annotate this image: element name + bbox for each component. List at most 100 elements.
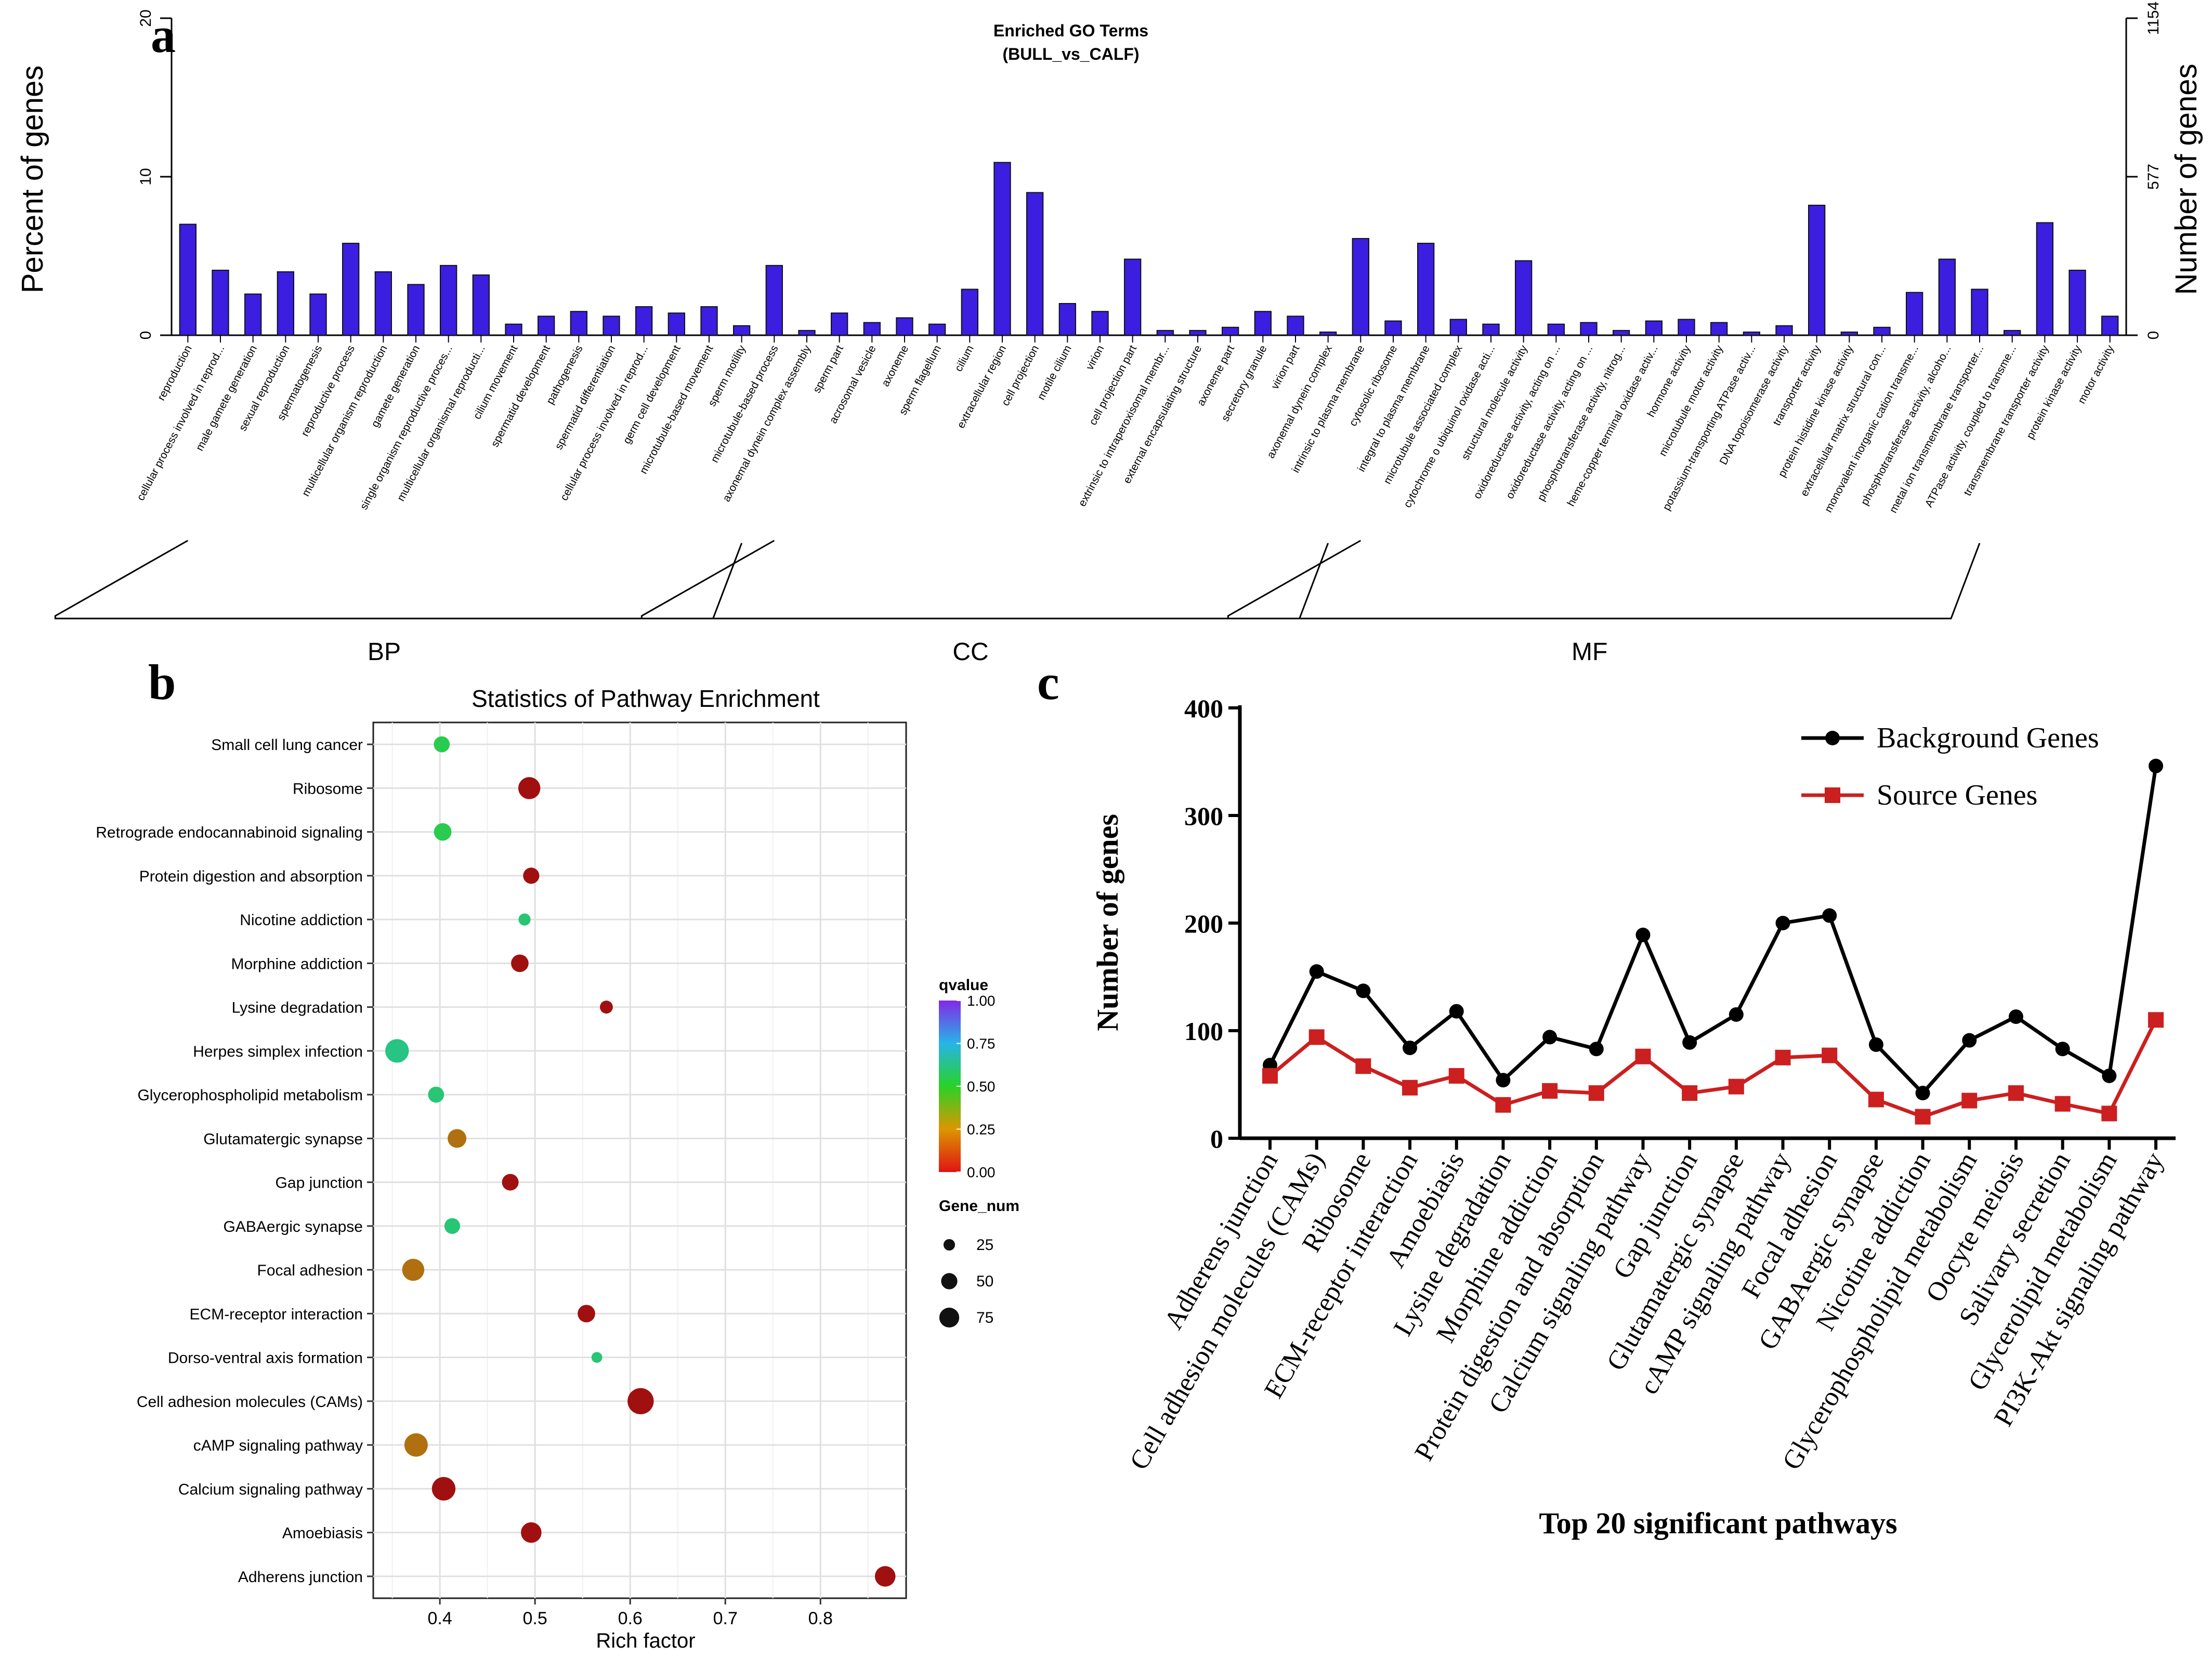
bubble-pathway-label: Morphine addiction bbox=[231, 955, 363, 972]
line-point-source bbox=[1728, 1078, 1744, 1095]
bubble-pathway-label: Small cell lung cancer bbox=[211, 736, 363, 754]
go-bar bbox=[1840, 331, 1858, 336]
line-point-source bbox=[1682, 1085, 1698, 1101]
bubble-pathway-label: Amoebiasis bbox=[282, 1525, 363, 1542]
line-point-background bbox=[1635, 927, 1651, 942]
bubble-point bbox=[518, 913, 531, 926]
line-point-background bbox=[1915, 1086, 1930, 1101]
line-point-background bbox=[1962, 1033, 1977, 1048]
go-chart-subtitle: (BULL_vs_CALF) bbox=[1002, 45, 1139, 63]
go-left-tick-label: 20 bbox=[137, 9, 154, 27]
go-bar bbox=[1254, 311, 1272, 336]
bubble-pathway-label: Protein digestion and absorption bbox=[139, 868, 363, 885]
line-point-background bbox=[2149, 758, 2163, 773]
go-right-y-label: Number of genes bbox=[2169, 64, 2203, 295]
panel-b-pathway-bubble-chart: Statistics of Pathway Enrichment Rich fa… bbox=[96, 685, 1019, 1652]
go-group-bracket bbox=[1227, 539, 1981, 620]
line-point-source bbox=[2008, 1085, 2024, 1101]
qvalue-tick-label: 0.50 bbox=[967, 1078, 996, 1095]
go-group-label: BP bbox=[368, 638, 401, 666]
go-bar bbox=[440, 265, 457, 336]
line-point-background bbox=[1496, 1073, 1511, 1088]
line-series-path bbox=[1268, 1019, 2158, 1119]
line-point-source bbox=[1822, 1047, 1838, 1063]
bubble-pathway-label: Glycerophospholipid metabolism bbox=[137, 1087, 363, 1104]
bubble-point bbox=[404, 1433, 428, 1457]
bubble-point bbox=[402, 1258, 425, 1281]
line-y-axis-label: Number of genes bbox=[1091, 814, 1124, 1031]
line-point-background bbox=[1403, 1041, 1418, 1056]
line-point-background bbox=[1868, 1037, 1883, 1052]
go-bar bbox=[1547, 323, 1565, 336]
go-group-label: MF bbox=[1572, 638, 1607, 666]
panel-label-b: b bbox=[148, 654, 176, 710]
line-y-tick-label: 300 bbox=[1184, 801, 1223, 831]
go-category-label: male gamete generation bbox=[193, 344, 259, 453]
go-category-label: germ cell development bbox=[621, 343, 683, 445]
line-point-source bbox=[2054, 1096, 2071, 1112]
bubble-point bbox=[502, 1174, 519, 1191]
bubble-pathway-label: Nicotine addiction bbox=[240, 912, 363, 929]
go-bar bbox=[212, 269, 229, 336]
bubble-point bbox=[428, 1086, 444, 1103]
bubble-x-tick-label: 0.7 bbox=[713, 1609, 738, 1628]
line-point-source bbox=[2101, 1106, 2117, 1122]
line-point-source bbox=[1635, 1048, 1651, 1064]
gene-num-legend-label: 50 bbox=[976, 1273, 993, 1290]
go-bar bbox=[1287, 315, 1304, 336]
go-chart-title: Enriched GO Terms bbox=[993, 21, 1148, 40]
go-bar bbox=[961, 288, 978, 336]
go-group-bracket bbox=[640, 539, 1329, 620]
go-bar bbox=[505, 323, 522, 336]
qvalue-tick-label: 0.25 bbox=[967, 1122, 996, 1138]
go-bar bbox=[472, 274, 490, 336]
bubble-pathway-label: Calcium signaling pathway bbox=[178, 1481, 363, 1498]
bubble-pathway-label: Lysine degradation bbox=[232, 999, 363, 1017]
line-point-source bbox=[1915, 1109, 1931, 1125]
bubble-point bbox=[511, 954, 529, 972]
go-bar bbox=[1156, 330, 1174, 336]
line-point-background bbox=[1589, 1042, 1604, 1057]
go-bar bbox=[1058, 303, 1076, 336]
line-legend-marker bbox=[1825, 731, 1840, 745]
line-point-background bbox=[1822, 908, 1837, 923]
go-bar bbox=[1678, 319, 1695, 336]
bubble-pathway-label: Cell adhesion molecules (CAMs) bbox=[137, 1393, 363, 1411]
go-left-tick-label: 10 bbox=[137, 168, 154, 185]
go-bar bbox=[863, 322, 881, 336]
go-bar bbox=[2101, 315, 2119, 336]
bubble-point bbox=[431, 1477, 456, 1501]
line-y-tick-label: 0 bbox=[1210, 1124, 1223, 1153]
line-point-source bbox=[1542, 1083, 1558, 1099]
go-bar bbox=[179, 223, 197, 336]
go-category-label: microtubule motor activity bbox=[1657, 343, 1725, 458]
line-point-source bbox=[1868, 1091, 1884, 1108]
gene-num-legend-title: Gene_num bbox=[939, 1198, 1019, 1215]
line-y-tick-label: 200 bbox=[1184, 909, 1223, 938]
go-bar bbox=[407, 284, 425, 336]
go-bar bbox=[798, 330, 816, 336]
line-point-background bbox=[1542, 1030, 1557, 1045]
line-legend-marker bbox=[1825, 787, 1840, 803]
go-category-label: axoneme bbox=[880, 344, 911, 389]
bubble-x-tick-label: 0.4 bbox=[427, 1609, 452, 1628]
go-bar bbox=[374, 271, 392, 336]
go-category-label: motile cilium bbox=[1035, 344, 1074, 402]
go-bar bbox=[1645, 320, 1663, 336]
line-point-background bbox=[2055, 1042, 2070, 1057]
go-bar bbox=[896, 317, 913, 336]
qvalue-legend-title: qvalue bbox=[939, 977, 988, 994]
panel-a-go-bar-chart: Enriched GO Terms (BULL_vs_CALF) Percent… bbox=[16, 2, 2203, 666]
go-bar bbox=[2036, 222, 2054, 336]
bubble-pathway-label: Focal adhesion bbox=[257, 1262, 363, 1279]
bubble-pathway-label: cAMP signaling pathway bbox=[193, 1437, 363, 1454]
line-point-source bbox=[1355, 1058, 1371, 1074]
bubble-point bbox=[627, 1388, 654, 1415]
go-bar bbox=[1384, 320, 1402, 336]
line-legend-label: Background Genes bbox=[1877, 722, 2099, 754]
bubble-point bbox=[521, 1522, 542, 1543]
gene-num-legend-circle bbox=[943, 1239, 956, 1251]
bubble-pathway-label: Adherens junction bbox=[238, 1569, 363, 1586]
bubble-x-tick-label: 0.6 bbox=[618, 1609, 643, 1628]
line-point-source bbox=[1961, 1093, 1978, 1109]
